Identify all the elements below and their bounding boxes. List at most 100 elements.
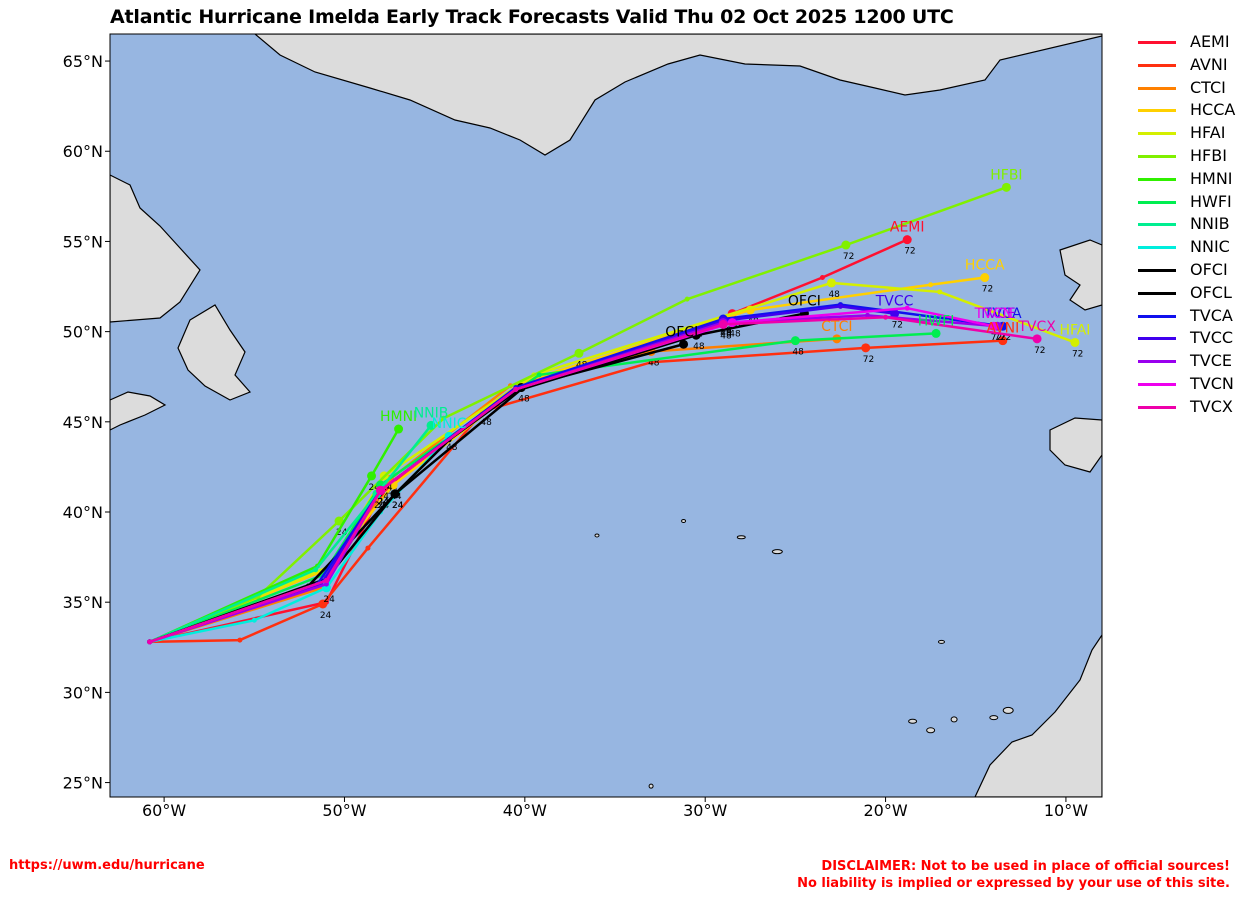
track-point: [513, 386, 519, 392]
island: [937, 639, 945, 644]
island: [926, 727, 936, 734]
legend-swatch: [1138, 405, 1176, 409]
legend-label: HMNI: [1190, 168, 1233, 188]
forecast-hour-label: 48: [720, 328, 732, 338]
forecast-hour-label: 24: [392, 501, 404, 511]
y-tick-label: 25°N: [63, 774, 103, 793]
forecast-hour-label: 24: [378, 497, 390, 507]
forecast-hour-label: 48: [729, 330, 741, 340]
x-tick-label: 40°W: [503, 801, 547, 820]
legend-swatch: [1138, 223, 1176, 227]
islands: [594, 519, 1014, 789]
legend-item-ofci: OFCI: [1138, 260, 1253, 282]
track-point: [790, 336, 800, 346]
legend-item-avni: AVNI: [1138, 55, 1253, 77]
track-point: [536, 372, 542, 378]
footer-url[interactable]: https://uwm.edu/hurricane: [9, 858, 205, 873]
forecast-hour-label: 48: [480, 418, 492, 428]
forecast-hour-label: 72: [1000, 333, 1011, 343]
legend-swatch: [1138, 41, 1176, 44]
forecast-hour-label: 48: [828, 290, 840, 300]
track-end-label: CTCI: [821, 319, 852, 335]
track-point: [318, 599, 328, 609]
island: [1002, 706, 1014, 714]
forecast-hour-label: 48: [720, 330, 732, 340]
forecast-hour-label: 72: [1034, 346, 1045, 356]
track-point: [1070, 337, 1080, 347]
track-point: [334, 516, 344, 526]
y-tick-label: 45°N: [63, 413, 103, 432]
track-point: [441, 415, 447, 421]
forecast-hour-label: 72: [991, 333, 1002, 343]
track-end-label: HFAI: [1059, 322, 1090, 338]
track-point: [937, 289, 943, 295]
legend-swatch: [1138, 246, 1176, 250]
forecast-hour-label: 48: [518, 395, 530, 405]
track-end-label: NNIC: [432, 416, 467, 432]
track-point: [904, 305, 910, 311]
legend-item-tvca: TVCA: [1138, 306, 1253, 328]
forecast-hour-label: 48: [648, 358, 660, 368]
disclaimer-line-1: DISCLAIMER: Not to be used in place of o…: [821, 859, 1230, 874]
legend-label: OFCL: [1190, 282, 1232, 302]
track-point: [237, 637, 243, 643]
island: [950, 716, 958, 723]
forecast-hour-label: 24: [378, 497, 390, 507]
y-tick-label: 30°N: [63, 683, 103, 702]
track-point: [323, 581, 329, 587]
forecast-hour-label: 24: [392, 501, 404, 511]
legend-swatch: [1138, 291, 1176, 295]
forecast-hour-label: 24: [378, 497, 390, 507]
y-tick-label: 55°N: [63, 232, 103, 251]
track-point: [826, 278, 836, 288]
track-point: [980, 273, 990, 283]
legend-label: OFCI: [1190, 260, 1228, 279]
legend-swatch: [1138, 383, 1176, 386]
forecast-hour-label: 48: [693, 342, 705, 352]
legend-label: TVCE: [1190, 351, 1232, 371]
track-hfbi: 24 48 72: [147, 182, 1011, 645]
track-point: [841, 240, 851, 250]
track-end-label: TVCX: [1017, 319, 1056, 335]
legend-item-ofcl: OFCL: [1138, 283, 1253, 305]
legend-label: HWFI: [1190, 191, 1232, 211]
track-point: [718, 319, 728, 329]
legend-item-hfbi: HFBI: [1138, 146, 1253, 168]
greenland-landmass: [254, 34, 1102, 156]
forecast-hour-label: 24: [378, 492, 390, 502]
legend-item-hwfi: HWFI: [1138, 192, 1253, 214]
legend-swatch: [1138, 200, 1176, 204]
legend-label: AVNI: [1190, 54, 1228, 74]
y-tick-label: 50°N: [63, 323, 103, 342]
forecast-hour-label: 24: [336, 528, 348, 538]
legend-item-tvce: TVCE: [1138, 351, 1253, 373]
x-tick-label: 30°W: [683, 801, 727, 820]
track-point: [902, 235, 912, 245]
legend-item-hcca: HCCA: [1138, 100, 1253, 122]
forecast-hour-label: 24: [323, 595, 335, 605]
track-point: [819, 275, 825, 281]
land-masses: [110, 34, 1102, 797]
track-point: [684, 296, 690, 302]
legend-item-ctci: CTCI: [1138, 78, 1253, 100]
y-tick-label: 40°N: [63, 503, 103, 522]
forecast-hour-label: 72: [892, 321, 903, 331]
track-point: [365, 545, 371, 551]
track-point: [727, 318, 737, 328]
legend-swatch: [1138, 177, 1176, 181]
track-point: [394, 424, 404, 434]
track-point: [323, 578, 329, 584]
x-tick-label: 60°W: [142, 801, 186, 820]
legend-label: HFBI: [1190, 146, 1227, 165]
track-end-label: OFCL: [665, 324, 702, 340]
track-point: [574, 348, 584, 358]
legend-swatch: [1138, 269, 1176, 272]
track-end-label: AVNI: [986, 321, 1019, 337]
track-end-label: HMNI: [380, 409, 417, 425]
track-end-label: TVCC: [875, 294, 914, 310]
labrador-landmass: [110, 174, 201, 323]
legend-label: TVCX: [1190, 396, 1233, 416]
track-line: [149, 186, 1007, 644]
track-point: [251, 617, 257, 623]
track-end-label: TVCA: [983, 306, 1022, 322]
